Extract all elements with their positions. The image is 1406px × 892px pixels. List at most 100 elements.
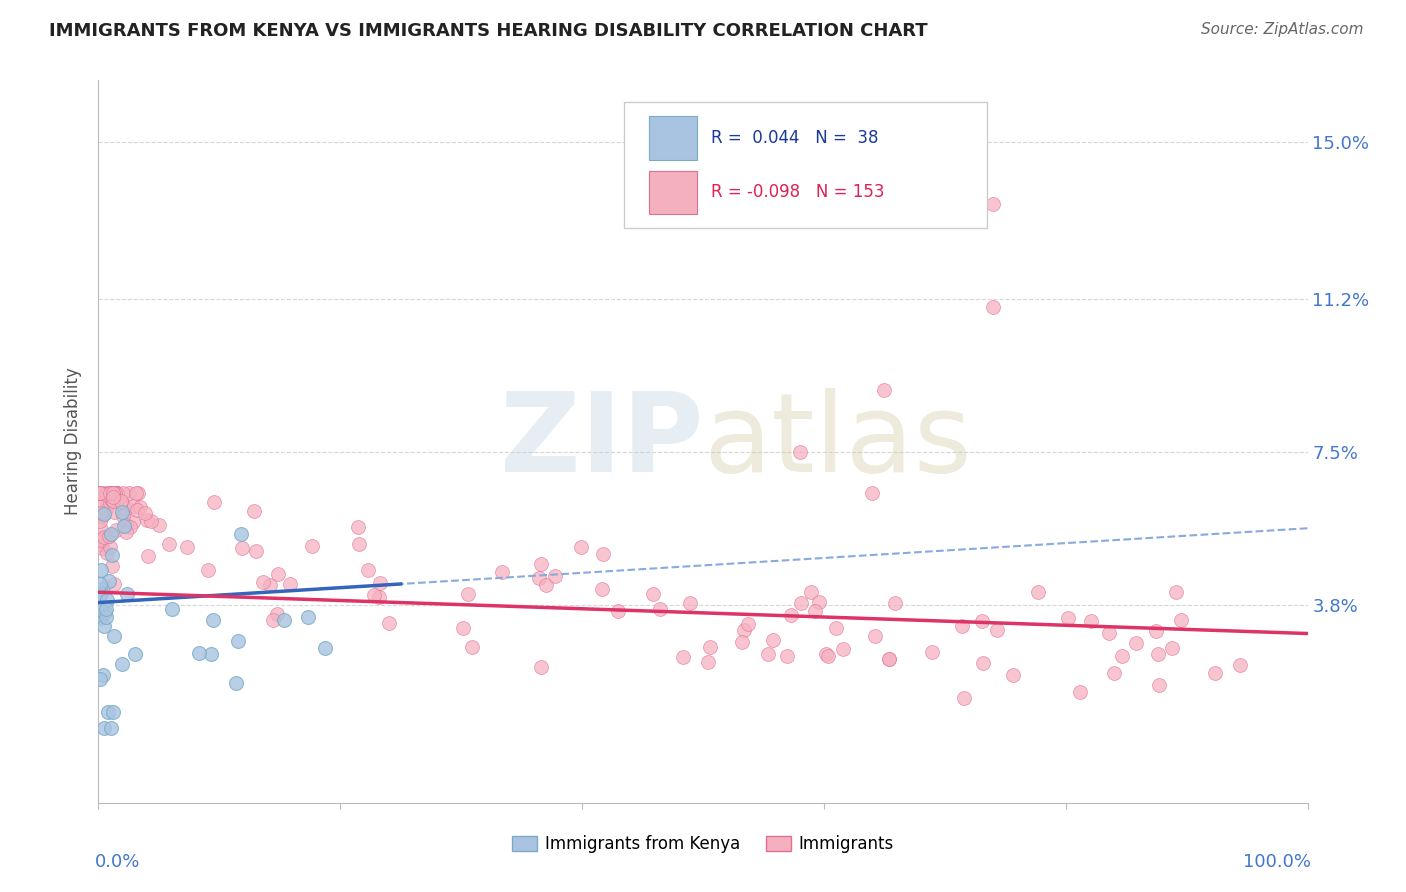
Point bbox=[780, 607, 803, 622]
Point bbox=[90, 522, 112, 536]
Point bbox=[226, 634, 249, 648]
Point bbox=[699, 640, 721, 654]
Point bbox=[1001, 668, 1024, 682]
Point bbox=[89, 588, 111, 602]
Point bbox=[94, 601, 117, 615]
Point bbox=[860, 486, 883, 500]
Point bbox=[815, 647, 838, 661]
Point bbox=[377, 615, 399, 630]
Point bbox=[731, 635, 754, 649]
Point bbox=[1160, 641, 1182, 656]
Point bbox=[98, 574, 121, 589]
Point bbox=[762, 633, 785, 648]
Point bbox=[103, 486, 125, 500]
Point bbox=[115, 500, 138, 515]
Point bbox=[347, 537, 370, 551]
Point bbox=[105, 486, 128, 500]
Point bbox=[105, 486, 128, 500]
Point bbox=[124, 648, 146, 662]
Point bbox=[368, 590, 391, 604]
Text: 0.0%: 0.0% bbox=[94, 854, 141, 871]
Point bbox=[921, 645, 943, 659]
Point bbox=[824, 621, 846, 635]
Point bbox=[103, 577, 125, 591]
Text: atlas: atlas bbox=[703, 388, 972, 495]
Point bbox=[101, 549, 124, 563]
Point bbox=[245, 544, 267, 558]
Point bbox=[200, 647, 222, 661]
Point bbox=[100, 492, 122, 507]
FancyBboxPatch shape bbox=[648, 116, 697, 160]
Point bbox=[89, 486, 111, 500]
Point bbox=[1125, 636, 1147, 650]
Point bbox=[641, 587, 664, 601]
Point bbox=[756, 647, 779, 661]
Point bbox=[347, 519, 370, 533]
Point bbox=[89, 611, 111, 625]
Point bbox=[118, 520, 141, 534]
Point bbox=[114, 501, 136, 516]
Point bbox=[733, 623, 755, 637]
Point bbox=[90, 582, 112, 596]
Point bbox=[96, 497, 118, 511]
Point bbox=[100, 540, 122, 554]
Point bbox=[776, 649, 799, 664]
Point bbox=[94, 487, 117, 501]
Point bbox=[831, 641, 853, 656]
Point bbox=[981, 301, 1004, 315]
Point bbox=[103, 629, 125, 643]
Point bbox=[606, 604, 628, 618]
Point bbox=[197, 563, 219, 577]
Point bbox=[101, 490, 124, 504]
Point bbox=[105, 523, 128, 537]
Point bbox=[970, 614, 993, 628]
Point bbox=[697, 655, 720, 669]
Point bbox=[90, 603, 112, 617]
Point bbox=[122, 499, 145, 513]
Text: 100.0%: 100.0% bbox=[1243, 854, 1312, 871]
Point bbox=[972, 657, 994, 671]
Point bbox=[536, 578, 558, 592]
Point bbox=[252, 574, 274, 589]
Point bbox=[115, 524, 138, 539]
Point bbox=[530, 660, 553, 674]
Point bbox=[129, 500, 152, 514]
Point bbox=[148, 517, 170, 532]
Point bbox=[89, 577, 111, 591]
Point bbox=[101, 494, 124, 508]
Point bbox=[804, 604, 827, 618]
Point bbox=[112, 486, 135, 500]
Point bbox=[89, 533, 111, 547]
Point bbox=[100, 486, 122, 500]
Point bbox=[950, 619, 973, 633]
Point bbox=[883, 596, 905, 610]
Point bbox=[1166, 585, 1188, 599]
Point bbox=[111, 657, 134, 671]
Point bbox=[122, 515, 145, 529]
Point bbox=[134, 507, 156, 521]
Point bbox=[97, 705, 120, 719]
Point bbox=[1069, 685, 1091, 699]
Point bbox=[201, 614, 224, 628]
FancyBboxPatch shape bbox=[648, 170, 697, 214]
Point bbox=[101, 558, 124, 573]
Point bbox=[808, 595, 831, 609]
Point bbox=[94, 605, 117, 619]
Text: IMMIGRANTS FROM KENYA VS IMMIGRANTS HEARING DISABILITY CORRELATION CHART: IMMIGRANTS FROM KENYA VS IMMIGRANTS HEAR… bbox=[49, 22, 928, 40]
Point bbox=[104, 486, 127, 500]
Point bbox=[93, 619, 115, 633]
Point bbox=[314, 640, 336, 655]
Point bbox=[225, 676, 247, 690]
Point bbox=[96, 530, 118, 544]
Point bbox=[368, 575, 391, 590]
Point bbox=[672, 649, 695, 664]
Point bbox=[1098, 625, 1121, 640]
Point bbox=[592, 547, 614, 561]
Point bbox=[259, 578, 281, 592]
Point bbox=[89, 486, 111, 500]
Point bbox=[91, 541, 114, 555]
Point bbox=[1144, 624, 1167, 639]
Point bbox=[94, 486, 117, 500]
Point bbox=[89, 486, 111, 500]
Point bbox=[1147, 647, 1170, 661]
